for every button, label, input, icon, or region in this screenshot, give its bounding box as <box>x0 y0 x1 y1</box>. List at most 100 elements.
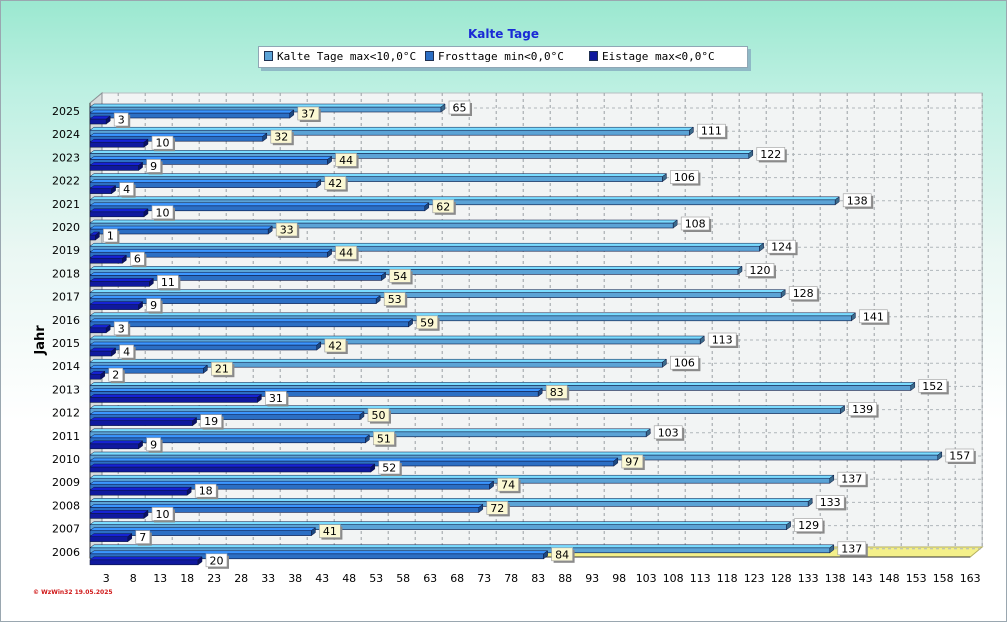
bar <box>89 179 322 189</box>
data-label-box <box>945 448 975 463</box>
data-label-box <box>497 477 519 492</box>
data-label: 9 <box>150 160 157 173</box>
data-label: 137 <box>841 473 862 486</box>
data-label-box <box>297 106 320 121</box>
data-label-box <box>211 361 233 376</box>
data-label: 141 <box>863 310 884 323</box>
x-tick-label: 3 <box>103 572 110 585</box>
data-label-box <box>113 112 129 127</box>
data-label: 32 <box>274 131 288 144</box>
data-label: 7 <box>139 531 146 544</box>
data-label-box <box>815 495 845 509</box>
legend-item-kalte-tage: Kalte Tage max<10,0°C <box>264 50 416 63</box>
data-label-box <box>335 245 357 260</box>
bar <box>89 132 268 142</box>
data-label: 4 <box>123 346 130 359</box>
legend-swatch-frosttage <box>425 51 434 61</box>
x-tick-label: 158 <box>933 572 954 585</box>
data-label-box <box>837 541 867 556</box>
data-label: 44 <box>339 154 353 167</box>
y-tick-label: 2013 <box>52 383 80 396</box>
y-tick-label: 2009 <box>52 476 80 489</box>
data-label-box <box>135 530 151 544</box>
y-tick-label: 2011 <box>52 430 80 443</box>
bar <box>89 556 203 566</box>
bar <box>89 225 273 235</box>
data-label-box <box>378 460 401 475</box>
bar <box>89 103 446 113</box>
legend-swatch-eistage <box>589 51 598 61</box>
data-label: 53 <box>388 293 402 306</box>
data-label: 42 <box>328 177 342 190</box>
data-label: 62 <box>436 200 450 213</box>
bar <box>89 185 117 195</box>
y-tick-label: 2018 <box>52 267 80 280</box>
bar <box>89 277 155 287</box>
bar <box>89 347 117 357</box>
x-tick-label: 148 <box>879 572 900 585</box>
bar <box>89 109 295 119</box>
x-tick-label: 53 <box>369 572 383 585</box>
data-label-box <box>697 123 726 138</box>
chart-title: Kalte Tage <box>467 27 540 41</box>
data-label-box <box>486 501 509 515</box>
data-label-box <box>200 414 222 428</box>
data-label-box <box>756 147 786 161</box>
x-tick-label: 128 <box>771 572 792 585</box>
data-label-box <box>130 251 145 266</box>
y-tick-label: 2008 <box>52 499 80 512</box>
data-label: 129 <box>798 519 819 532</box>
data-label: 65 <box>453 102 467 115</box>
data-label: 108 <box>685 218 706 231</box>
bar <box>89 231 101 241</box>
data-label-box <box>205 553 228 568</box>
data-label: 21 <box>215 363 229 376</box>
data-label-box <box>151 205 174 220</box>
data-label: 83 <box>550 386 564 399</box>
data-label: 9 <box>150 299 157 312</box>
data-label: 138 <box>847 194 868 207</box>
data-label: 9 <box>150 438 157 451</box>
bar <box>89 271 387 281</box>
bar <box>89 161 144 171</box>
bar <box>89 138 149 148</box>
x-tick-label: 83 <box>531 572 545 585</box>
data-label-box <box>324 176 347 190</box>
data-label-box <box>837 471 867 486</box>
bar <box>89 254 128 264</box>
bar <box>89 474 835 484</box>
data-label-box <box>319 524 341 538</box>
x-tick-label: 78 <box>504 572 518 585</box>
data-label-box <box>373 431 395 446</box>
data-label: 18 <box>199 485 213 498</box>
data-label-box <box>108 367 124 382</box>
data-label: 84 <box>555 548 569 561</box>
x-tick-label: 33 <box>261 572 275 585</box>
data-label-box <box>432 199 455 214</box>
x-tick-label: 23 <box>207 572 221 585</box>
data-label: 74 <box>501 479 515 492</box>
data-label: 11 <box>161 276 175 289</box>
x-tick-label: 93 <box>585 572 599 585</box>
bar <box>89 457 619 467</box>
legend-item-frosttage: Frosttage min<0,0°C <box>425 50 564 63</box>
legend-item-eistage: Eistage max<0,0°C <box>589 50 715 63</box>
data-label-box <box>448 100 471 115</box>
data-label: 59 <box>420 316 434 329</box>
data-label: 20 <box>210 554 224 567</box>
x-tick-label: 108 <box>663 572 684 585</box>
bar <box>89 486 192 496</box>
y-tick-label: 2019 <box>52 244 80 257</box>
data-label-box <box>680 216 710 231</box>
bar <box>89 155 333 165</box>
data-label: 106 <box>674 357 695 370</box>
data-label: 10 <box>156 206 170 219</box>
bar <box>89 509 149 519</box>
data-label-box <box>848 402 877 416</box>
x-tick-label: 153 <box>906 572 927 585</box>
data-label: 2 <box>112 369 119 382</box>
bar <box>89 208 149 218</box>
bar <box>89 358 668 368</box>
data-label-box <box>265 391 287 405</box>
data-label-box <box>859 309 888 324</box>
